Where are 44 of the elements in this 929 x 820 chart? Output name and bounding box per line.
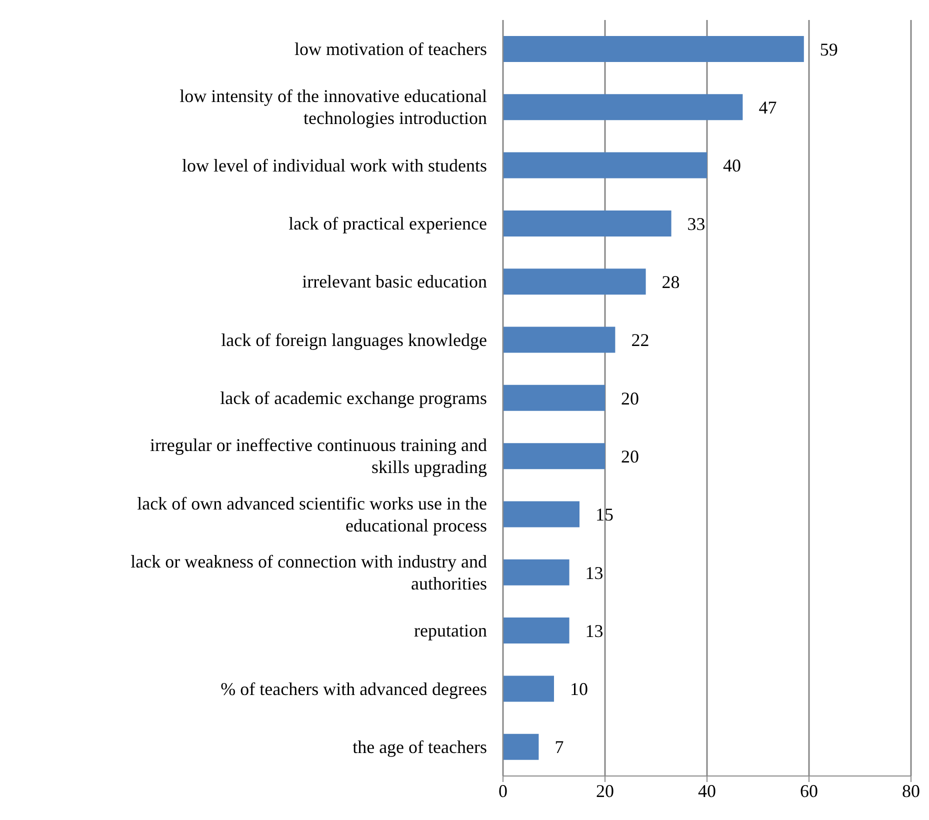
y-tick-label: low level of individual work with students (182, 155, 487, 176)
data-label: 33 (687, 214, 706, 234)
y-tick-label: lack of own advanced scientific works use in the educational process (137, 493, 488, 536)
bar (503, 210, 672, 236)
bar (503, 94, 743, 120)
data-label: 15 (596, 504, 614, 525)
data-label: 59 (820, 39, 838, 60)
data-label: 22 (631, 330, 650, 350)
data-label: 40 (723, 156, 741, 176)
bar (503, 326, 616, 353)
data-label: 20 (621, 446, 639, 466)
y-tick-label: irrelevant basic education (302, 272, 487, 292)
y-tick-label: low motivation of teachers (294, 39, 487, 60)
y-tick-label: lack of practical experience (288, 214, 488, 234)
y-tick-label: lack of academic exchange programs (220, 388, 487, 408)
data-label: 13 (585, 562, 604, 583)
data-label: 28 (662, 272, 680, 292)
y-tick-label: lack of foreign languages knowledge (221, 330, 488, 350)
bar (503, 268, 646, 295)
bar (503, 559, 570, 586)
bar (503, 501, 580, 528)
x-tick-label: 0 (498, 780, 508, 801)
data-label: 47 (758, 98, 777, 118)
data-label: 10 (570, 679, 588, 700)
data-label: 7 (554, 737, 564, 758)
bar (503, 384, 605, 411)
data-label: 13 (585, 620, 604, 641)
bar (503, 443, 605, 470)
bar (503, 618, 570, 644)
bar (503, 734, 539, 760)
x-tick-label: 80 (902, 780, 920, 801)
x-tick-label: 40 (698, 780, 716, 801)
y-tick-label: reputation (414, 620, 487, 641)
y-tick-label: lack or weakness of connection with industry and authorities (130, 551, 487, 594)
bar (503, 36, 804, 62)
bar (503, 152, 707, 178)
y-tick-label: % of teachers with advanced degrees (220, 678, 487, 699)
x-tick-label: 60 (800, 780, 818, 801)
x-tick-label: 20 (596, 780, 614, 801)
y-tick-label: irregular or ineffective continuous training and skills upgrading (150, 435, 487, 478)
bar (503, 676, 554, 702)
data-label: 20 (621, 388, 639, 408)
y-tick-label: low intensity of the innovative educational technologies introduction (180, 86, 487, 128)
y-tick-label: the age of teachers (352, 736, 487, 757)
